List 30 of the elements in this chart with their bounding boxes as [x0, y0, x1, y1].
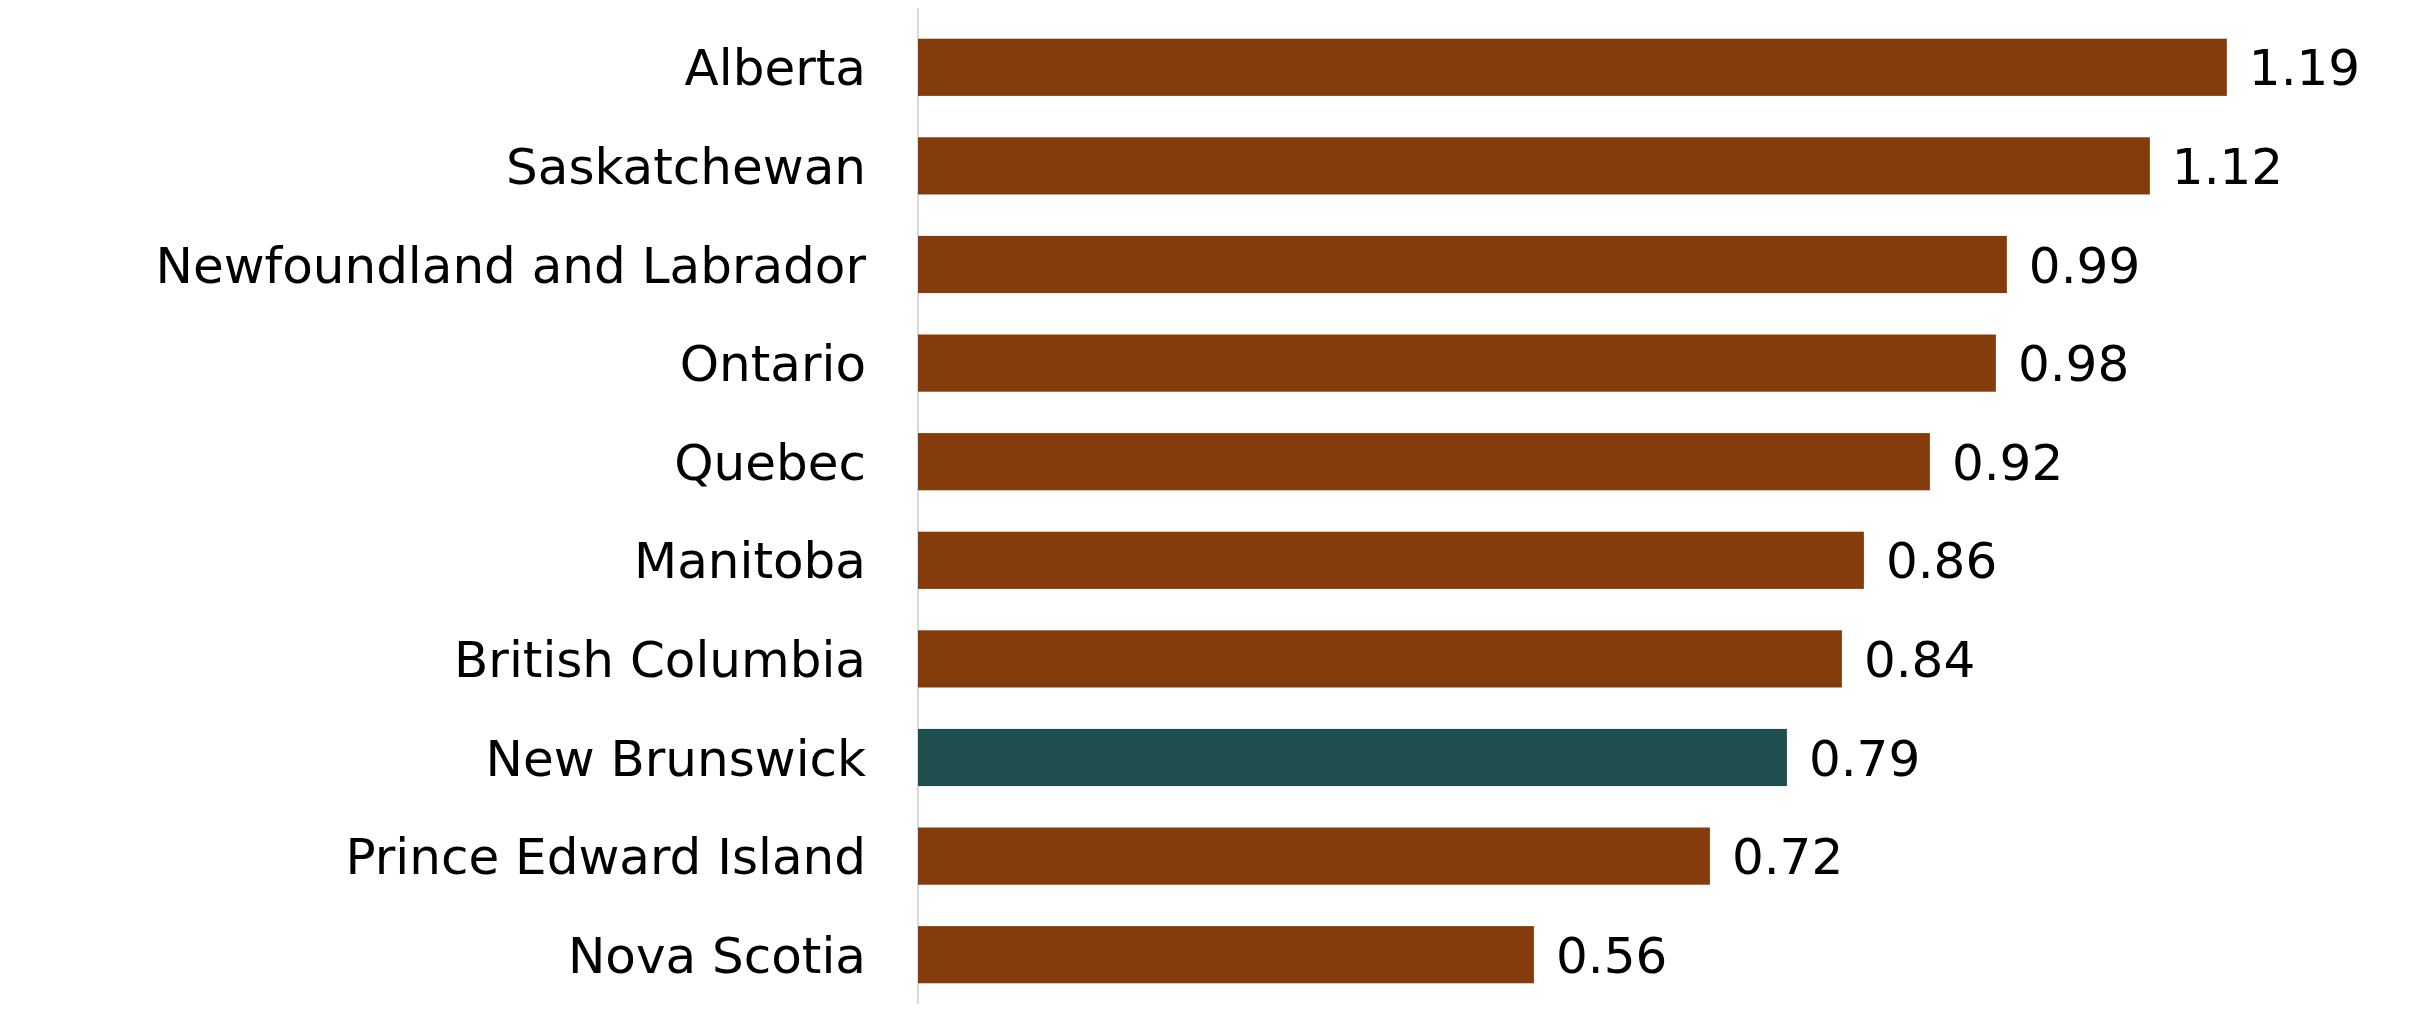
data-label: 0.79	[1808, 729, 1921, 788]
data-label: 0.99	[2028, 236, 2141, 295]
y-tick-label: Newfoundland and Labrador	[155, 236, 867, 295]
data-label: 0.98	[2017, 335, 2130, 394]
bar	[918, 827, 1710, 885]
y-tick-label: Saskatchewan	[506, 137, 866, 196]
bar	[918, 630, 1842, 688]
bar	[918, 235, 2007, 294]
data-label: 1.19	[2248, 39, 2361, 98]
bar	[918, 728, 1787, 787]
bar	[918, 433, 1930, 491]
y-tick-label: New Brunswick	[485, 729, 867, 788]
bar	[918, 531, 1864, 589]
data-label: 0.56	[1555, 926, 1668, 985]
y-tick-label: Quebec	[674, 433, 866, 492]
bar	[918, 137, 2150, 195]
y-tick-label: Alberta	[684, 39, 866, 98]
y-tick-label: British Columbia	[454, 630, 866, 689]
data-label: 0.84	[1863, 630, 1976, 689]
bar	[918, 38, 2227, 96]
y-tick-label: Manitoba	[634, 532, 866, 591]
y-tick-label: Prince Edward Island	[345, 828, 866, 887]
y-tick-label: Ontario	[679, 335, 866, 394]
data-label: 0.72	[1731, 828, 1844, 887]
data-label: 0.86	[1885, 532, 1998, 591]
bar	[918, 926, 1534, 984]
y-tick-label: Nova Scotia	[567, 926, 866, 985]
data-label: 1.12	[2171, 137, 2284, 196]
data-label: 0.92	[1951, 433, 2064, 492]
bar	[918, 334, 1996, 392]
